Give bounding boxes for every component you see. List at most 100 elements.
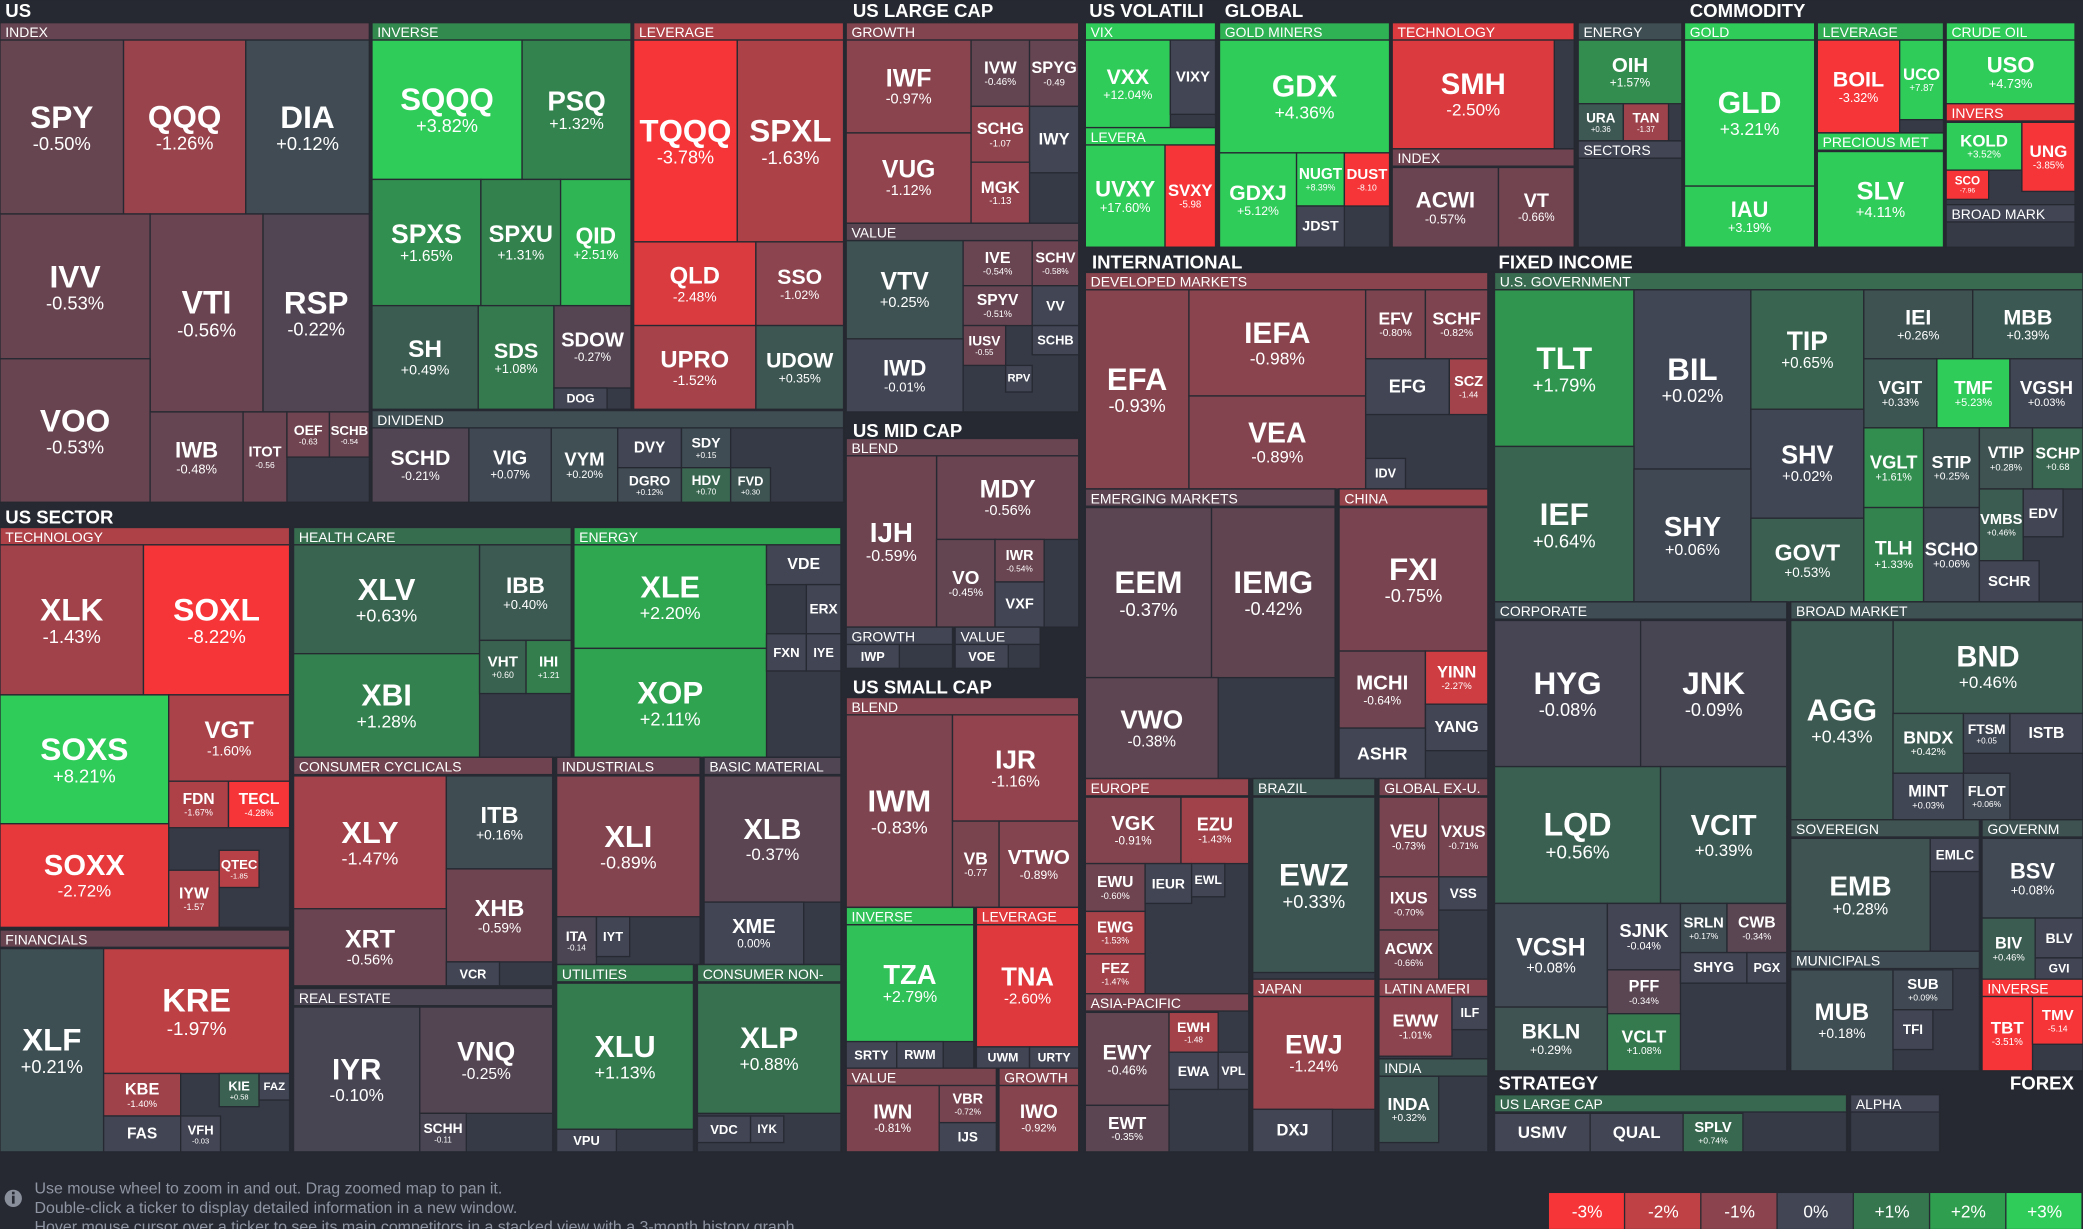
group-header: [1391, 148, 1575, 167]
ticker: SCHB: [1037, 333, 1073, 348]
change: -1.02%: [780, 288, 819, 302]
tile: [703, 901, 805, 966]
group-label: ASIA-PACIFIC: [1091, 995, 1181, 1011]
help-text: Double-click a ticker to display detaile…: [35, 1200, 518, 1217]
change: +3.82%: [416, 116, 478, 136]
group-header: [1577, 140, 1683, 159]
tile: [559, 178, 632, 307]
ticker: TBT: [1991, 1019, 2025, 1038]
ticker: VXX: [1107, 65, 1150, 89]
tile: [1084, 910, 1146, 955]
group-header: [0, 526, 291, 546]
change: -0.66%: [1394, 958, 1423, 968]
ticker: VGIT: [1878, 377, 1922, 398]
ticker: UPRO: [660, 346, 729, 373]
group-header: [555, 963, 695, 983]
tile: [1493, 902, 1609, 1008]
change: -1.16%: [991, 773, 1040, 790]
tile: [292, 1006, 421, 1153]
ticker: JNK: [1682, 666, 1745, 701]
tile: [970, 161, 1031, 224]
group-label: EUROPE: [1091, 780, 1150, 796]
ticker: XLF: [22, 1023, 81, 1058]
ticker: SCHF: [1432, 309, 1481, 329]
change: -0.37%: [746, 845, 799, 864]
tile: [696, 982, 842, 1114]
group-header: [1252, 978, 1376, 998]
tile: [1378, 995, 1453, 1057]
ticker: XLI: [604, 819, 652, 854]
ticker: IYE: [813, 645, 834, 660]
tile: [1364, 358, 1450, 416]
legend-label: +1%: [1875, 1202, 1910, 1222]
change: -0.91%: [1115, 835, 1152, 848]
group-header: [1790, 950, 1981, 970]
ticker: IVV: [49, 258, 100, 294]
group-label: FINANCIALS: [5, 931, 87, 947]
ticker: GDXJ: [1229, 182, 1286, 205]
tile: [1899, 39, 1945, 121]
change: -0.82%: [1440, 328, 1473, 339]
group-label: DEVELOPED MARKETS: [1091, 274, 1247, 290]
ticker: TFI: [1903, 1022, 1923, 1037]
tile: [805, 633, 842, 672]
group-header: [845, 906, 975, 926]
tile: [1031, 285, 1080, 327]
ticker: SRLN: [1684, 915, 1724, 931]
change: +0.39%: [2007, 329, 2050, 343]
tile: [755, 324, 845, 410]
tile: [805, 583, 842, 635]
ticker: IWD: [883, 356, 926, 381]
group-header: [1816, 132, 1945, 151]
tile: [1295, 205, 1346, 248]
ticker: IWP: [861, 649, 886, 664]
group-label: BLEND: [852, 440, 898, 456]
change: +0.58: [230, 1092, 249, 1101]
group-header: [1493, 1094, 1848, 1113]
tile: [292, 544, 481, 655]
change: -0.27%: [574, 351, 611, 364]
change: -0.48%: [176, 461, 217, 476]
legend-label: +3%: [2027, 1202, 2062, 1222]
tile: [1424, 703, 1489, 752]
ticker: VXUS: [1441, 823, 1486, 841]
change: +0.05: [1976, 736, 1997, 745]
tile: [419, 1112, 467, 1153]
ticker: VTWO: [1008, 846, 1070, 869]
change: -0.63: [299, 437, 318, 446]
tile: [938, 1121, 997, 1153]
ticker: TMV: [2042, 1007, 2074, 1024]
section-title: US MID CAP: [853, 420, 962, 441]
change: -1.12%: [886, 183, 932, 199]
tile: [286, 411, 331, 458]
ticker: GOVT: [1775, 540, 1840, 566]
tile: [633, 241, 757, 327]
ticker: KBE: [125, 1081, 160, 1099]
ticker: SCHP: [2035, 444, 2080, 462]
group-label: CHINA: [1344, 490, 1388, 506]
ticker: SJNK: [1619, 920, 1669, 941]
ticker: SCZ: [1454, 374, 1483, 390]
section-title: INTERNATIONAL: [1092, 251, 1242, 272]
legend-swatch: [1548, 1193, 1624, 1229]
change: +1.21: [538, 670, 560, 680]
ticker: SUB: [1907, 977, 1939, 993]
group-label: GROWTH: [1004, 1069, 1067, 1085]
tile: [1031, 324, 1080, 356]
group-label: BROAD MARK: [1951, 206, 2045, 222]
tile: [1816, 150, 1945, 248]
change: +0.29%: [1530, 1043, 1572, 1057]
change: -1.07: [990, 137, 1011, 148]
change: +0.28%: [1990, 462, 2023, 473]
ticker: SPYV: [977, 292, 1019, 309]
ticker: TLH: [1875, 538, 1913, 560]
change: -0.50%: [33, 133, 91, 154]
change: +5.12%: [1237, 204, 1279, 218]
tile: [1726, 902, 1788, 954]
tile: [845, 132, 972, 224]
ticker: VGT: [204, 717, 254, 744]
ticker: VEU: [1390, 821, 1428, 842]
ticker: VV: [1046, 298, 1065, 314]
section-title: FIXED INCOME: [1498, 251, 1632, 272]
ticker: XLE: [640, 569, 700, 604]
